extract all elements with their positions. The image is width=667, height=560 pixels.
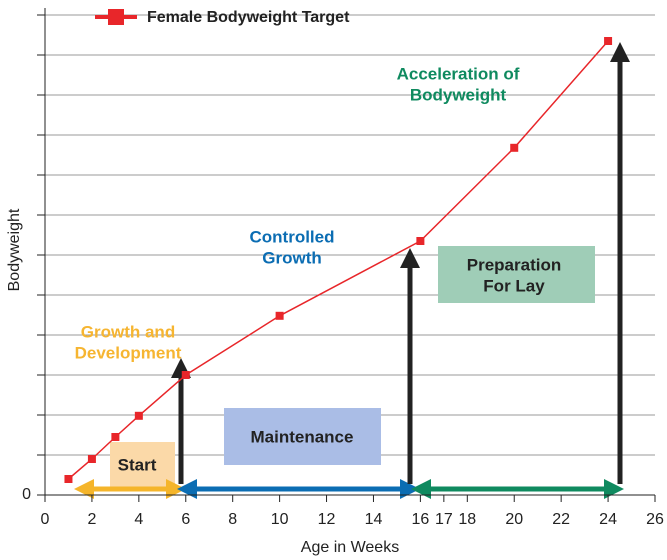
phase-arrows <box>74 42 630 499</box>
x-tick-label: 0 <box>41 511 50 528</box>
annotation: Preparation <box>467 255 561 274</box>
maintenance-box <box>224 408 381 465</box>
annotation: Controlled <box>250 227 335 246</box>
point <box>275 311 284 320</box>
annotation: Development <box>75 343 182 362</box>
x-tick-label: 14 <box>365 511 383 528</box>
annotation: Maintenance <box>251 427 354 446</box>
point <box>416 237 425 245</box>
point <box>111 433 120 441</box>
x-tick-label: 22 <box>552 511 570 528</box>
annotation: Growth <box>262 248 322 267</box>
annotation: Acceleration of <box>397 64 520 83</box>
x-axis-label: Age in Weeks <box>301 539 399 556</box>
y-tick-label: 0 <box>22 486 31 503</box>
annotation: Start <box>118 455 157 474</box>
x-tick-label: 6 <box>181 511 190 528</box>
annotation: For Lay <box>483 276 545 295</box>
y-axis-label: Bodyweight <box>6 208 23 291</box>
x-tick-label: 17 <box>435 511 453 528</box>
annotation: Bodyweight <box>410 85 507 104</box>
x-tick-label: 4 <box>134 511 143 528</box>
lay-box <box>438 246 595 303</box>
point <box>87 455 96 463</box>
x-tick-label: 20 <box>505 511 523 528</box>
x-tick-label: 8 <box>228 511 237 528</box>
x-tick-label: 24 <box>599 511 617 528</box>
point <box>181 371 190 379</box>
x-tick-label: 18 <box>458 511 476 528</box>
x-tick-label: 16 <box>411 511 429 528</box>
annotation: Growth and <box>81 322 175 341</box>
x-tick-label: 10 <box>271 511 289 528</box>
x-tick-label: 12 <box>318 511 336 528</box>
point <box>604 37 613 45</box>
point <box>64 475 73 483</box>
x-tick-label: 2 <box>87 511 96 528</box>
legend-label: Female Bodyweight Target <box>147 9 350 26</box>
legend-marker <box>108 9 124 25</box>
point <box>134 411 143 420</box>
point <box>510 143 519 152</box>
x-tick-label: 26 <box>646 511 664 528</box>
